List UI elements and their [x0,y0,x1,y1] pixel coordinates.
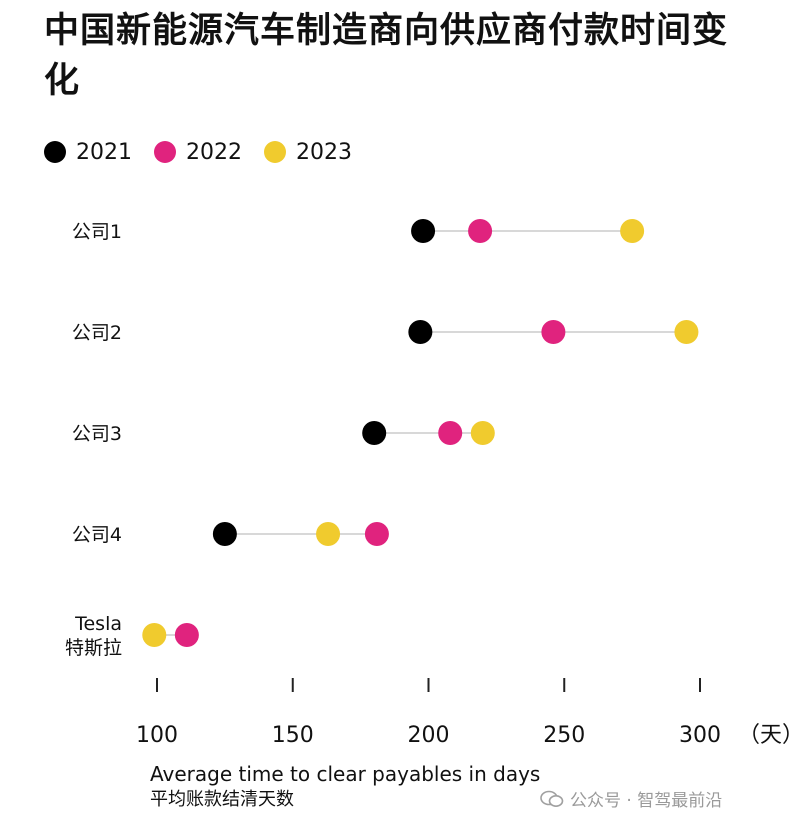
data-point-2021 [411,219,436,243]
legend-label-2023: 2023 [296,139,352,165]
data-point-2022 [174,623,199,647]
dot-plot-chart: 公司1 公司2 公司3 公司4 Tesla 特斯拉 100 150 200 250 300 （天） [65,219,800,748]
legend-item-2023: 2023 [264,140,352,165]
category-label: 公司4 [72,524,122,546]
data-point-2023 [316,522,341,546]
x-tick-label: 150 [272,723,314,748]
legend-item-2021: 2021 [44,140,132,165]
x-tick-label: 300 [679,723,721,748]
watermark-text: 公众号 · 智驾最前沿 [570,791,723,811]
x-tick-label: 100 [136,723,178,748]
legend-item-2022: 2022 [154,140,242,165]
wechat-icon [540,790,564,807]
data-point-2023 [620,219,645,243]
legend-marker-2021 [44,141,66,163]
x-tick-label: 250 [543,723,585,748]
legend-label-2021: 2021 [76,139,132,165]
category-label: 公司3 [72,423,122,445]
data-point-2022 [468,219,493,243]
data-point-2023 [142,623,167,647]
category-label: 公司1 [72,221,122,243]
data-point-2023 [470,421,495,445]
x-unit-label: （天） [738,723,800,748]
chart-title: 中国新能源汽车制造商向供应商付款时间变化 [44,11,729,101]
data-point-2021 [362,421,387,445]
category-label: 公司2 [72,322,122,344]
x-axis-label: Average time to clear payables in days [150,762,541,786]
data-point-2022 [541,320,566,344]
data-point-2022 [438,421,463,445]
data-point-2022 [364,522,389,546]
legend-label-2022: 2022 [186,139,242,165]
category-label: Tesla 特斯拉 [65,613,122,659]
x-tick-label: 200 [408,723,450,748]
x-axis-label-cn: 平均账款结清天数 [150,789,294,810]
watermark: 公众号 · 智驾最前沿 [540,786,722,811]
data-point-2023 [674,320,699,344]
legend-marker-2022 [154,141,176,163]
legend-marker-2023 [264,141,286,163]
data-point-2021 [212,522,237,546]
data-point-2021 [408,320,433,344]
legend: 2021 2022 2023 [44,136,352,168]
